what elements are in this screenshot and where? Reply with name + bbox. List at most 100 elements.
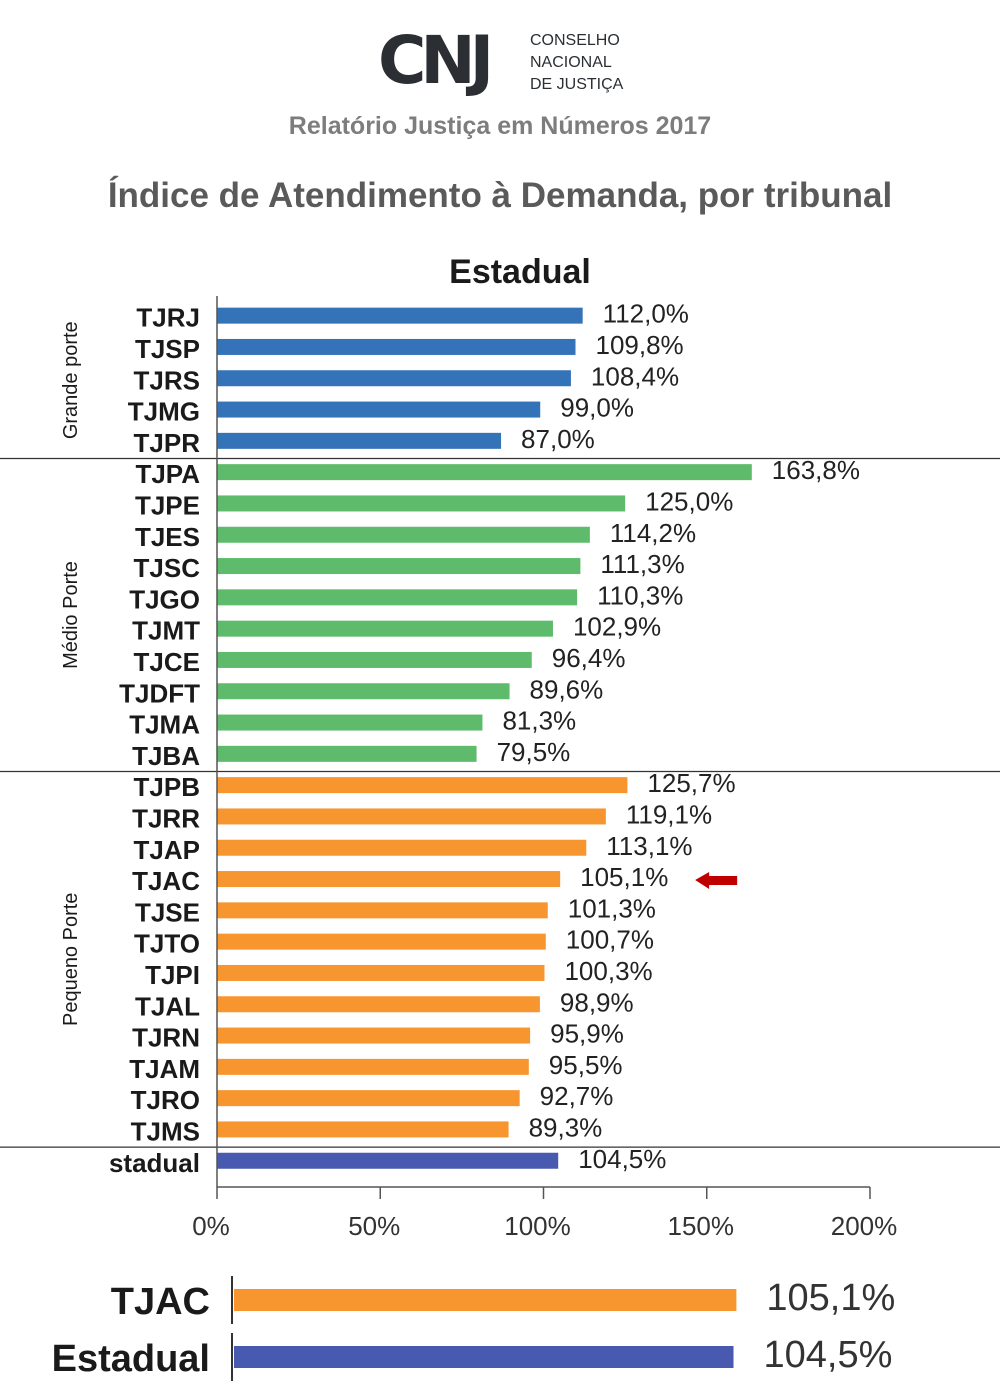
value-label: 163,8% — [772, 455, 860, 485]
bar — [217, 996, 540, 1013]
bar — [217, 714, 483, 731]
bar — [217, 1090, 520, 1107]
group-label: Pequeno Porte — [60, 893, 82, 1026]
category-label: TJBA — [132, 741, 200, 771]
logo-line-2: NACIONAL — [530, 54, 612, 71]
bar — [217, 964, 545, 981]
category-label: TJSC — [134, 553, 201, 583]
value-label: 109,8% — [595, 330, 683, 360]
value-label: 110,3% — [597, 580, 683, 610]
x-tick-label: 50% — [348, 1211, 400, 1241]
bar — [217, 1027, 531, 1044]
value-label: 79,5% — [497, 737, 571, 767]
bar — [217, 745, 477, 762]
category-label: TJRO — [131, 1085, 200, 1115]
bar — [217, 777, 628, 794]
value-label: 102,9% — [573, 612, 661, 642]
comparison-category-label: Estadual — [52, 1338, 210, 1380]
comparison-category-label: TJAC — [111, 1281, 210, 1323]
x-tick-label: 100% — [504, 1211, 571, 1241]
category-label: TJAL — [135, 991, 200, 1021]
category-label: stadual — [109, 1148, 200, 1178]
category-label: TJAP — [134, 835, 200, 865]
bar — [217, 808, 606, 825]
category-label: TJGO — [129, 584, 200, 614]
category-label: TJPR — [134, 428, 201, 458]
value-label: 98,9% — [560, 987, 634, 1017]
main-bar-chart: Estadual TJRJ 112,0% TJSP 109,8% TJRS 108,4% TJ… — [0, 253, 1000, 1241]
bar — [217, 307, 583, 324]
value-label: 87,0% — [521, 424, 595, 454]
value-label: 125,0% — [645, 486, 733, 516]
logo-line-1: CONSELHO — [530, 32, 620, 49]
bar — [217, 526, 590, 543]
cnj-logo-text: CONSELHO NACIONAL DE JUSTIÇA — [530, 30, 623, 96]
value-label: 89,6% — [530, 674, 604, 704]
value-label: 112,0% — [603, 299, 689, 329]
category-label: TJMS — [131, 1116, 200, 1146]
category-label: TJAC — [132, 866, 200, 896]
x-tick-label: 150% — [668, 1211, 735, 1241]
logo-line-3: DE JUSTIÇA — [530, 76, 624, 93]
comparison-bar — [234, 1346, 734, 1368]
bar — [217, 902, 548, 919]
bar — [217, 495, 626, 512]
category-label: TJMT — [132, 616, 200, 646]
bar — [217, 871, 561, 888]
group-label: Grande porte — [60, 321, 82, 439]
value-label: 113,1% — [606, 831, 692, 861]
bar — [217, 683, 510, 700]
category-label: TJSP — [135, 334, 200, 364]
chart-title: Estadual — [449, 253, 591, 291]
value-label: 114,2% — [610, 518, 696, 548]
comparison-value-label: 104,5% — [764, 1334, 893, 1376]
value-label: 100,3% — [564, 956, 652, 986]
category-label: TJRN — [132, 1023, 200, 1053]
value-label: 119,1% — [626, 799, 712, 829]
category-label: TJMG — [128, 397, 200, 427]
group-label: Médio Porte — [60, 561, 82, 669]
bar — [217, 589, 578, 606]
x-tick-label: 200% — [831, 1211, 898, 1241]
value-label: 105,1% — [580, 862, 668, 892]
category-label: TJPB — [134, 772, 200, 802]
value-label: 95,9% — [550, 1019, 624, 1049]
value-label: 96,4% — [552, 643, 626, 673]
bar — [217, 1058, 529, 1075]
bar — [217, 432, 502, 449]
highlight-arrow-icon — [695, 872, 738, 890]
category-label: TJCE — [134, 647, 200, 677]
value-label: 108,4% — [591, 361, 679, 391]
value-label: 92,7% — [540, 1081, 614, 1111]
category-label: TJPE — [135, 490, 200, 520]
value-label: 95,5% — [549, 1050, 623, 1080]
value-label: 104,5% — [578, 1144, 666, 1174]
x-tick-label: 0% — [192, 1211, 230, 1241]
category-label: TJTO — [134, 929, 200, 959]
category-label: TJRJ — [136, 303, 200, 333]
bar — [217, 370, 571, 387]
value-label: 101,3% — [568, 893, 656, 923]
value-label: 111,3% — [600, 549, 684, 579]
chart-main-title: Índice de Atendimento à Demanda, por tri… — [107, 176, 893, 215]
bar — [217, 651, 532, 668]
comparison-value-label: 105,1% — [766, 1277, 895, 1319]
bar — [217, 401, 541, 418]
bar — [217, 620, 553, 637]
cnj-logo: CNJ CONSELHO NACIONAL DE JUSTIÇA — [0, 22, 1000, 102]
category-label: TJAM — [129, 1054, 200, 1084]
category-label: TJES — [135, 522, 200, 552]
value-label: 81,3% — [502, 706, 576, 736]
report-subtitle: Relatório Justiça em Números 2017 — [288, 112, 712, 140]
value-label: 100,7% — [566, 925, 654, 955]
bar — [217, 1152, 559, 1169]
value-label: 125,7% — [647, 768, 735, 798]
bar — [217, 338, 576, 355]
category-label: TJPI — [145, 960, 200, 990]
category-label: TJPA — [135, 459, 200, 489]
value-label: 89,3% — [529, 1112, 603, 1142]
comparison-bar — [234, 1289, 737, 1311]
category-label: TJSE — [135, 897, 200, 927]
bar — [217, 1121, 509, 1138]
